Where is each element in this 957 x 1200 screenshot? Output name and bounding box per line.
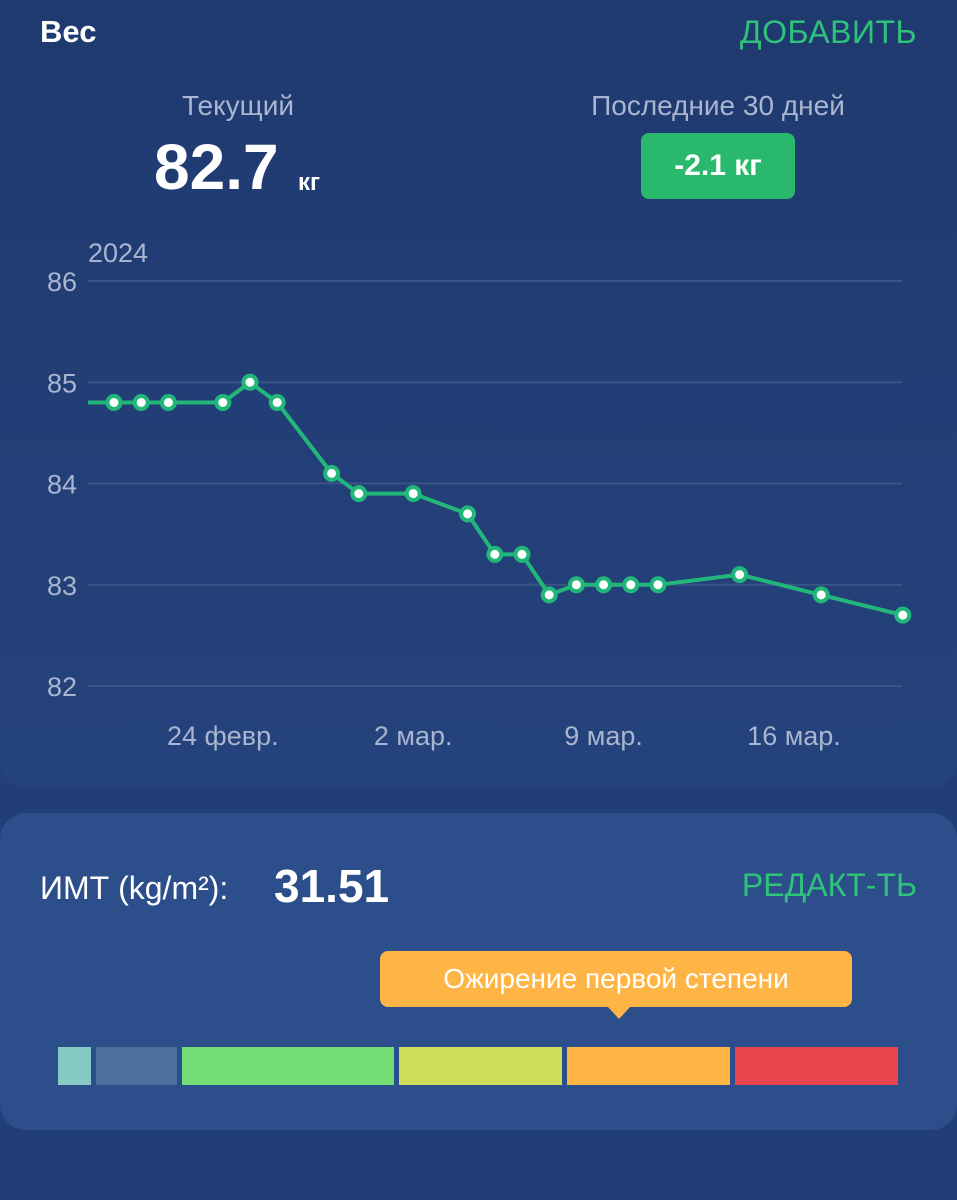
weight-card: Вес ДОБАВИТЬ Текущий 82.7 кг Последние 3… [0, 0, 957, 788]
weight-data-point[interactable] [159, 394, 177, 411]
bmi-scale-segment [399, 1047, 562, 1085]
bmi-scale-segment [96, 1047, 177, 1085]
x-tick-label: 16 мар. [747, 721, 841, 751]
weight-data-point[interactable] [132, 394, 150, 411]
weight-data-point[interactable] [894, 606, 912, 624]
current-weight-value: 82.7 [154, 131, 279, 203]
weight-data-point[interactable] [214, 394, 232, 411]
bmi-scale-segment [182, 1047, 394, 1085]
weight-chart[interactable]: 82 83 84 85 86 24 февр. 2 мар. 9 мар. 16 мар. 2… [0, 0, 957, 788]
weight-data-point[interactable] [459, 505, 477, 523]
weight-data-point[interactable] [350, 485, 368, 503]
bmi-card: ИМТ (kg/m²): 31.51 РЕДАКТ-ТЬ Ожирение пе… [0, 813, 957, 1130]
current-weight-label: Текущий [182, 90, 294, 121]
y-tick-label: 83 [47, 571, 77, 601]
weight-data-point[interactable] [105, 394, 123, 411]
bmi-scale-segment [58, 1047, 91, 1085]
edit-bmi-button[interactable]: РЕДАКТ-ТЬ [741, 867, 917, 903]
bmi-value: 31.51 [274, 860, 390, 912]
chart-y-ticks: 82 83 84 85 86 [47, 267, 77, 702]
current-weight-unit: кг [298, 169, 321, 196]
chart-x-ticks: 24 февр. 2 мар. 9 мар. 16 мар. [167, 721, 841, 751]
chart-year-label: 2024 [88, 238, 148, 268]
bmi-scale-segment [735, 1047, 898, 1085]
chart-grid [88, 280, 902, 687]
weight-data-point[interactable] [486, 545, 504, 563]
bmi-scale-segment [567, 1047, 730, 1085]
weight-data-point[interactable] [731, 566, 749, 584]
bmi-category-tooltip: Ожирение первой степени [380, 951, 852, 1019]
weight-series-line [88, 380, 904, 618]
weight-data-point[interactable] [268, 394, 286, 411]
x-tick-label: 2 мар. [374, 721, 453, 751]
bmi-label: ИМТ (kg/m²): [40, 870, 229, 906]
weight-data-point[interactable] [649, 576, 667, 594]
weight-data-point[interactable] [595, 576, 613, 594]
card-title: Вес [40, 14, 97, 49]
weight-data-point[interactable] [323, 464, 341, 482]
chart-series [88, 373, 912, 624]
weight-data-point[interactable] [241, 373, 259, 391]
weight-data-point[interactable] [513, 545, 531, 563]
y-tick-label: 86 [47, 267, 77, 297]
x-tick-label: 9 мар. [564, 721, 643, 751]
weight-data-point[interactable] [540, 586, 558, 604]
add-weight-button[interactable]: ДОБАВИТЬ [739, 14, 917, 50]
last-30-days-change-badge: -2.1 кг [641, 133, 795, 199]
last-30-days-label: Последние 30 дней [591, 90, 845, 121]
y-tick-label: 84 [47, 470, 77, 500]
x-tick-label: 24 февр. [167, 721, 279, 751]
weight-data-point[interactable] [404, 485, 422, 503]
weight-data-point[interactable] [812, 586, 830, 604]
weight-data-point[interactable] [622, 576, 640, 594]
y-tick-label: 82 [47, 672, 77, 702]
y-tick-label: 85 [47, 368, 77, 398]
weight-data-point[interactable] [567, 576, 585, 594]
